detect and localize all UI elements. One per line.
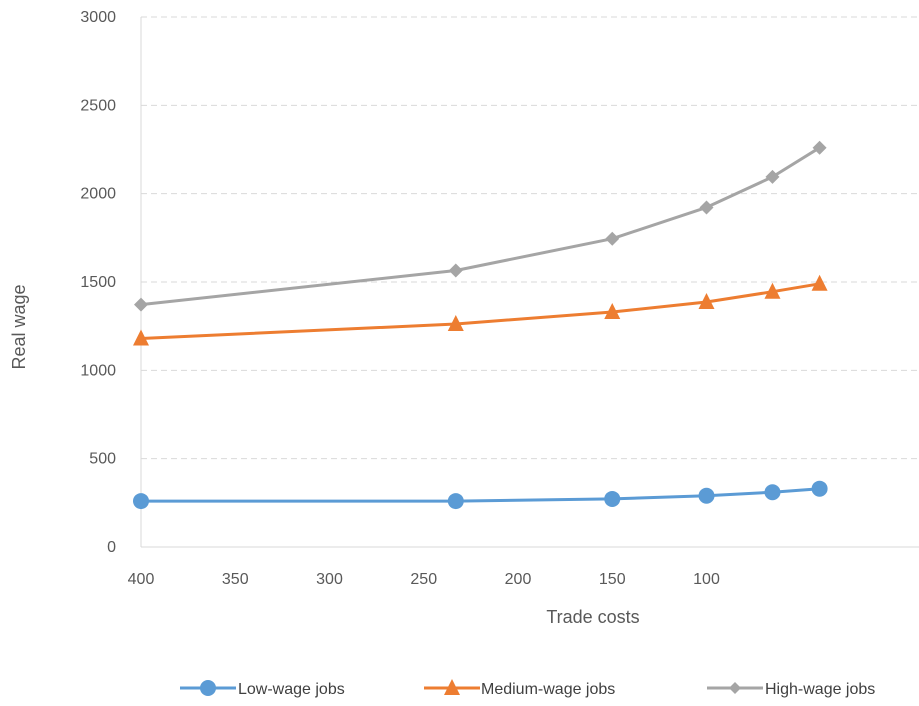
data-point	[604, 303, 621, 320]
legend: Low-wage jobs Medium-wage jobs High-wage j…	[180, 679, 875, 698]
y-tick-label: 1000	[80, 362, 116, 379]
series-low-wage-jobs	[133, 480, 828, 510]
series-group	[133, 140, 828, 510]
series-high-wage-jobs	[134, 140, 827, 312]
x-tick-label: 150	[599, 571, 626, 588]
series-medium-wage-jobs	[133, 274, 828, 346]
data-point	[764, 282, 781, 299]
x-tick-label: 250	[410, 571, 437, 588]
x-tick-label: 100	[693, 571, 720, 588]
gridlines	[141, 16, 919, 460]
x-tick-label: 350	[222, 571, 249, 588]
data-point	[134, 297, 148, 312]
y-tick-labels: 0 500 1000 1500 2000 2500 3000	[80, 9, 116, 556]
data-point	[698, 292, 715, 309]
data-point	[812, 140, 827, 155]
x-tick-label: 200	[505, 571, 532, 588]
legend-label: Medium-wage jobs	[481, 681, 615, 698]
x-tick-label: 400	[128, 571, 155, 588]
axes	[140, 17, 919, 548]
data-point	[699, 200, 714, 215]
data-point	[447, 493, 464, 510]
legend-label: Low-wage jobs	[238, 681, 345, 698]
legend-marker	[729, 682, 741, 694]
legend-item: Medium-wage jobs	[424, 679, 615, 698]
data-point	[698, 487, 715, 504]
series-line	[139, 146, 822, 307]
legend-item: High-wage jobs	[707, 681, 875, 698]
data-point	[447, 315, 464, 332]
y-tick-label: 3000	[80, 9, 116, 26]
data-point	[811, 274, 828, 291]
y-tick-label: 2000	[80, 186, 116, 203]
series-line	[139, 282, 822, 340]
data-point	[133, 493, 149, 510]
data-point	[811, 480, 828, 497]
data-point	[765, 169, 780, 184]
y-tick-label: 500	[89, 451, 116, 468]
y-tick-label: 0	[107, 539, 116, 556]
x-axis-label: Trade costs	[546, 607, 639, 627]
data-point	[133, 329, 149, 346]
legend-label: High-wage jobs	[765, 681, 875, 698]
x-tick-labels: 400 350 300 250 200 150 100	[128, 571, 720, 588]
x-tick-label: 300	[316, 571, 343, 588]
legend-item: Low-wage jobs	[180, 680, 345, 698]
legend-marker	[200, 680, 216, 696]
series-line	[139, 487, 822, 503]
data-point	[448, 263, 463, 278]
data-point	[764, 484, 781, 501]
y-axis-label: Real wage	[9, 284, 29, 369]
data-point	[605, 231, 620, 246]
data-point	[604, 490, 621, 507]
legend-marker	[444, 679, 460, 695]
y-tick-label: 1500	[80, 274, 116, 291]
y-tick-label: 2500	[80, 97, 116, 114]
